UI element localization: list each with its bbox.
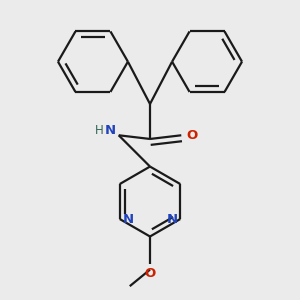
Text: N: N — [105, 124, 116, 137]
Text: O: O — [144, 267, 156, 280]
Text: N: N — [167, 212, 178, 226]
Text: N: N — [122, 212, 134, 226]
Text: H: H — [95, 124, 103, 137]
Text: O: O — [186, 129, 197, 142]
